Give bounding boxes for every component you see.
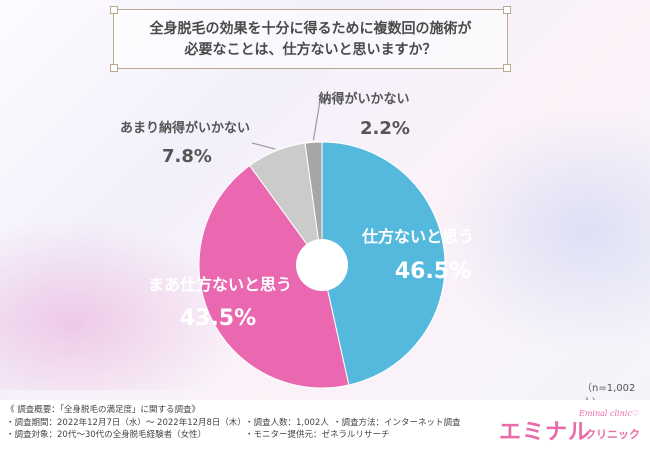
survey-period: ・調査期間：2022年12月7日（水）〜 2022年12月8日（木） <box>6 417 246 428</box>
slice-value-2: 43.5% <box>180 306 256 331</box>
corner-ornament <box>110 6 118 14</box>
slice-label-4: 納得がいかない <box>318 91 409 107</box>
survey-method: ・調査方法：インターネット調査 <box>333 417 461 428</box>
logo-script: Eminal clinic♡ <box>579 409 639 418</box>
survey-target: ・調査対象：20代〜30代の全身脱毛経験者（女性） <box>6 430 207 440</box>
question-box: 全身脱毛の効果を十分に得るために複数回の施術が 必要なことは、仕方ないと思います… <box>110 6 511 72</box>
donut-chart: 仕方ないと思う 46.5% まあ仕方ないと思う 43.5% あまり納得がいかない 7.8%… <box>119 91 474 389</box>
pie-slice-2 <box>198 164 350 389</box>
slice-value-3: 7.8% <box>162 146 212 167</box>
survey-overview: 《 調査概要：「全身脱毛の満足度」に関する調査》 ・調査期間：2022年12月7… <box>6 404 461 442</box>
slice-label-2: まあ仕方ないと思う <box>148 275 292 294</box>
question-text: 全身脱毛の効果を十分に得るために複数回の施術が 必要なことは、仕方ないと思います… <box>149 21 472 58</box>
survey-provider: ・モニター提供元：ゼネラルリサーチ <box>245 430 390 440</box>
survey-heading: 《 調査概要：「全身脱毛の満足度」に関する調査》 <box>6 405 200 415</box>
leader-line-3 <box>251 142 276 150</box>
corner-ornament <box>503 64 511 72</box>
background-glow-right <box>440 110 650 350</box>
corner-ornament <box>110 64 118 72</box>
pie-slice-4 <box>304 141 323 266</box>
slice-value-4: 2.2% <box>360 118 410 139</box>
logo-main: エミナル <box>499 420 592 445</box>
logo-sub: クリニック <box>585 428 640 441</box>
pie-slice-1 <box>321 141 446 386</box>
leader-line-4 <box>312 100 321 141</box>
eminal-clinic-logo: Eminal clinic♡ エミナル クリニック <box>499 406 645 446</box>
corner-ornament <box>503 6 511 14</box>
footer <box>0 400 650 450</box>
slice-value-1: 46.5% <box>395 259 471 284</box>
slice-label-1: 仕方ないと思う <box>361 227 474 246</box>
donut-hole <box>296 239 348 291</box>
slice-label-3: あまり納得がいかない <box>120 120 250 136</box>
survey-count: ・調査人数：1,002人 <box>245 417 329 428</box>
